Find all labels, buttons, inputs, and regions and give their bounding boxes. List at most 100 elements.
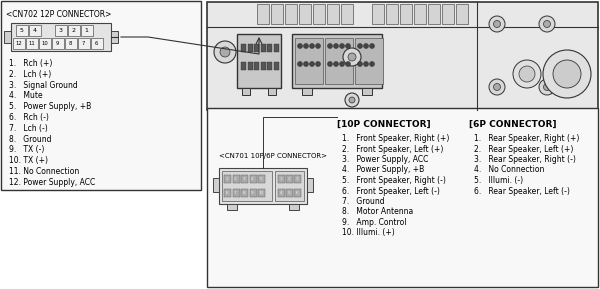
Text: [6P CONNECTOR]: [6P CONNECTOR] [469,120,557,129]
Circle shape [343,48,361,66]
Circle shape [310,62,314,66]
Text: 3.   Power Supply, ACC: 3. Power Supply, ACC [342,155,428,164]
Bar [224,189,231,197]
Circle shape [304,44,308,49]
Bar [237,34,281,88]
Text: 6.   Front Speaker, Left (-): 6. Front Speaker, Left (-) [342,186,440,195]
Bar [278,189,285,197]
Circle shape [493,84,500,90]
Text: 7.   Ground: 7. Ground [342,197,385,206]
Text: 12. Power Supply, ACC: 12. Power Supply, ACC [9,178,95,187]
Text: 2.   Lch (+): 2. Lch (+) [9,70,51,79]
Bar [400,4,412,24]
Circle shape [346,62,350,66]
Bar [386,4,398,24]
Bar [4,31,11,43]
Bar [250,175,257,183]
Bar [260,62,265,70]
Bar [268,88,276,95]
Bar [274,44,278,52]
Text: <CN701 10P/6P CONNECTOR>: <CN701 10P/6P CONNECTOR> [219,153,327,159]
Text: 9: 9 [251,191,254,195]
Circle shape [328,44,332,49]
Bar [29,25,41,36]
Bar [111,31,118,43]
Bar [222,171,272,201]
Bar [26,38,38,49]
Text: 3: 3 [296,177,298,181]
Bar [81,25,93,36]
Text: 1.   Front Speaker, Right (+): 1. Front Speaker, Right (+) [342,134,449,143]
Bar [248,62,253,70]
Circle shape [489,16,505,32]
Bar [294,189,301,197]
Circle shape [316,44,320,49]
Text: 2: 2 [234,177,237,181]
Bar [224,175,231,183]
Text: 9.   TX (-): 9. TX (-) [9,145,44,154]
Text: 11: 11 [28,41,35,46]
Text: 9: 9 [56,41,59,46]
Bar [327,4,339,24]
Bar [233,175,239,183]
Text: 9.   Amp. Control: 9. Amp. Control [342,218,407,227]
Text: 1.   Rear Speaker, Right (+): 1. Rear Speaker, Right (+) [474,134,580,143]
Bar [13,38,25,49]
Text: 4: 4 [280,191,282,195]
Text: 10. TX (+): 10. TX (+) [9,156,48,165]
Bar [267,62,272,70]
Circle shape [334,44,338,49]
Bar [295,38,323,84]
Bar [248,44,253,52]
Text: 11. No Connection: 11. No Connection [9,167,79,176]
Bar [275,171,304,201]
Text: 2: 2 [287,177,290,181]
Bar [16,25,28,36]
Circle shape [364,62,368,66]
Circle shape [328,62,332,66]
Circle shape [340,44,344,49]
Bar [414,4,426,24]
Bar [274,62,278,70]
Circle shape [370,44,374,49]
Circle shape [310,44,314,49]
Text: 12: 12 [15,41,22,46]
Bar [286,175,293,183]
Text: 5: 5 [260,177,262,181]
Text: 5: 5 [20,28,23,33]
Circle shape [544,84,551,90]
Circle shape [489,79,505,95]
Text: 1: 1 [85,28,88,33]
Text: 6: 6 [296,191,298,195]
Bar [456,4,468,24]
Text: 7.   Lch (-): 7. Lch (-) [9,124,48,133]
Bar [302,88,312,95]
Circle shape [346,44,350,49]
Bar [307,178,313,192]
Circle shape [543,50,591,98]
Bar [68,25,80,36]
Text: 2.   Front Speaker, Left (+): 2. Front Speaker, Left (+) [342,144,443,153]
Circle shape [358,44,362,49]
Bar [285,4,297,24]
Bar [267,44,272,52]
Circle shape [298,44,302,49]
Text: 7: 7 [82,41,85,46]
Circle shape [316,62,320,66]
Circle shape [539,16,555,32]
Text: 3.   Rear Speaker, Right (-): 3. Rear Speaker, Right (-) [474,155,576,164]
Circle shape [513,60,541,88]
Bar [219,168,307,204]
Bar [258,175,265,183]
Bar [250,189,257,197]
Bar [325,38,353,84]
Text: 5.   Front Speaker, Right (-): 5. Front Speaker, Right (-) [342,176,446,185]
Text: 1: 1 [280,177,282,181]
Circle shape [345,93,359,107]
Text: <CN702 12P CONNECTOR>: <CN702 12P CONNECTOR> [6,10,112,19]
Bar [55,25,67,36]
Text: 5.   Power Supply, +B: 5. Power Supply, +B [9,102,91,111]
Circle shape [304,62,308,66]
Text: 7: 7 [234,191,237,195]
Circle shape [214,41,236,63]
